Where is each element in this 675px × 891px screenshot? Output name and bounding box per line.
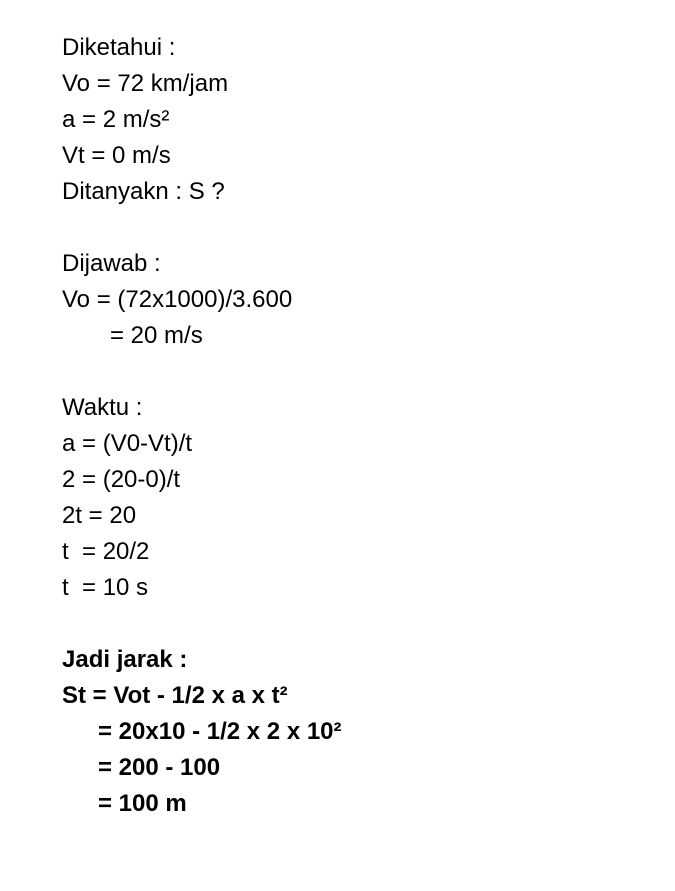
waktu-result: t = 10 s: [62, 570, 675, 606]
asked: Ditanyakn : S ?: [62, 174, 675, 210]
given-vt: Vt = 0 m/s: [62, 138, 675, 174]
vo-result: = 20 m/s: [62, 318, 675, 354]
waktu-formula: a = (V0-Vt)/t: [62, 426, 675, 462]
given-vo: Vo = 72 km/jam: [62, 66, 675, 102]
waktu-heading: Waktu :: [62, 390, 675, 426]
spacer: [62, 210, 675, 246]
spacer: [62, 606, 675, 642]
vo-calc: Vo = (72x1000)/3.600: [62, 282, 675, 318]
waktu-step1: 2t = 20: [62, 498, 675, 534]
diketahui-heading: Diketahui :: [62, 30, 675, 66]
dijawab-heading: Dijawab :: [62, 246, 675, 282]
spacer: [62, 354, 675, 390]
jarak-result: = 100 m: [62, 786, 675, 822]
waktu-subst: 2 = (20-0)/t: [62, 462, 675, 498]
jarak-subst: = 20x10 - 1/2 x 2 x 10²: [62, 714, 675, 750]
given-a: a = 2 m/s²: [62, 102, 675, 138]
waktu-step2: t = 20/2: [62, 534, 675, 570]
jarak-formula: St = Vot - 1/2 x a x t²: [62, 678, 675, 714]
physics-solution: Diketahui : Vo = 72 km/jam a = 2 m/s² Vt…: [0, 0, 675, 822]
jarak-heading: Jadi jarak :: [62, 642, 675, 678]
jarak-step1: = 200 - 100: [62, 750, 675, 786]
